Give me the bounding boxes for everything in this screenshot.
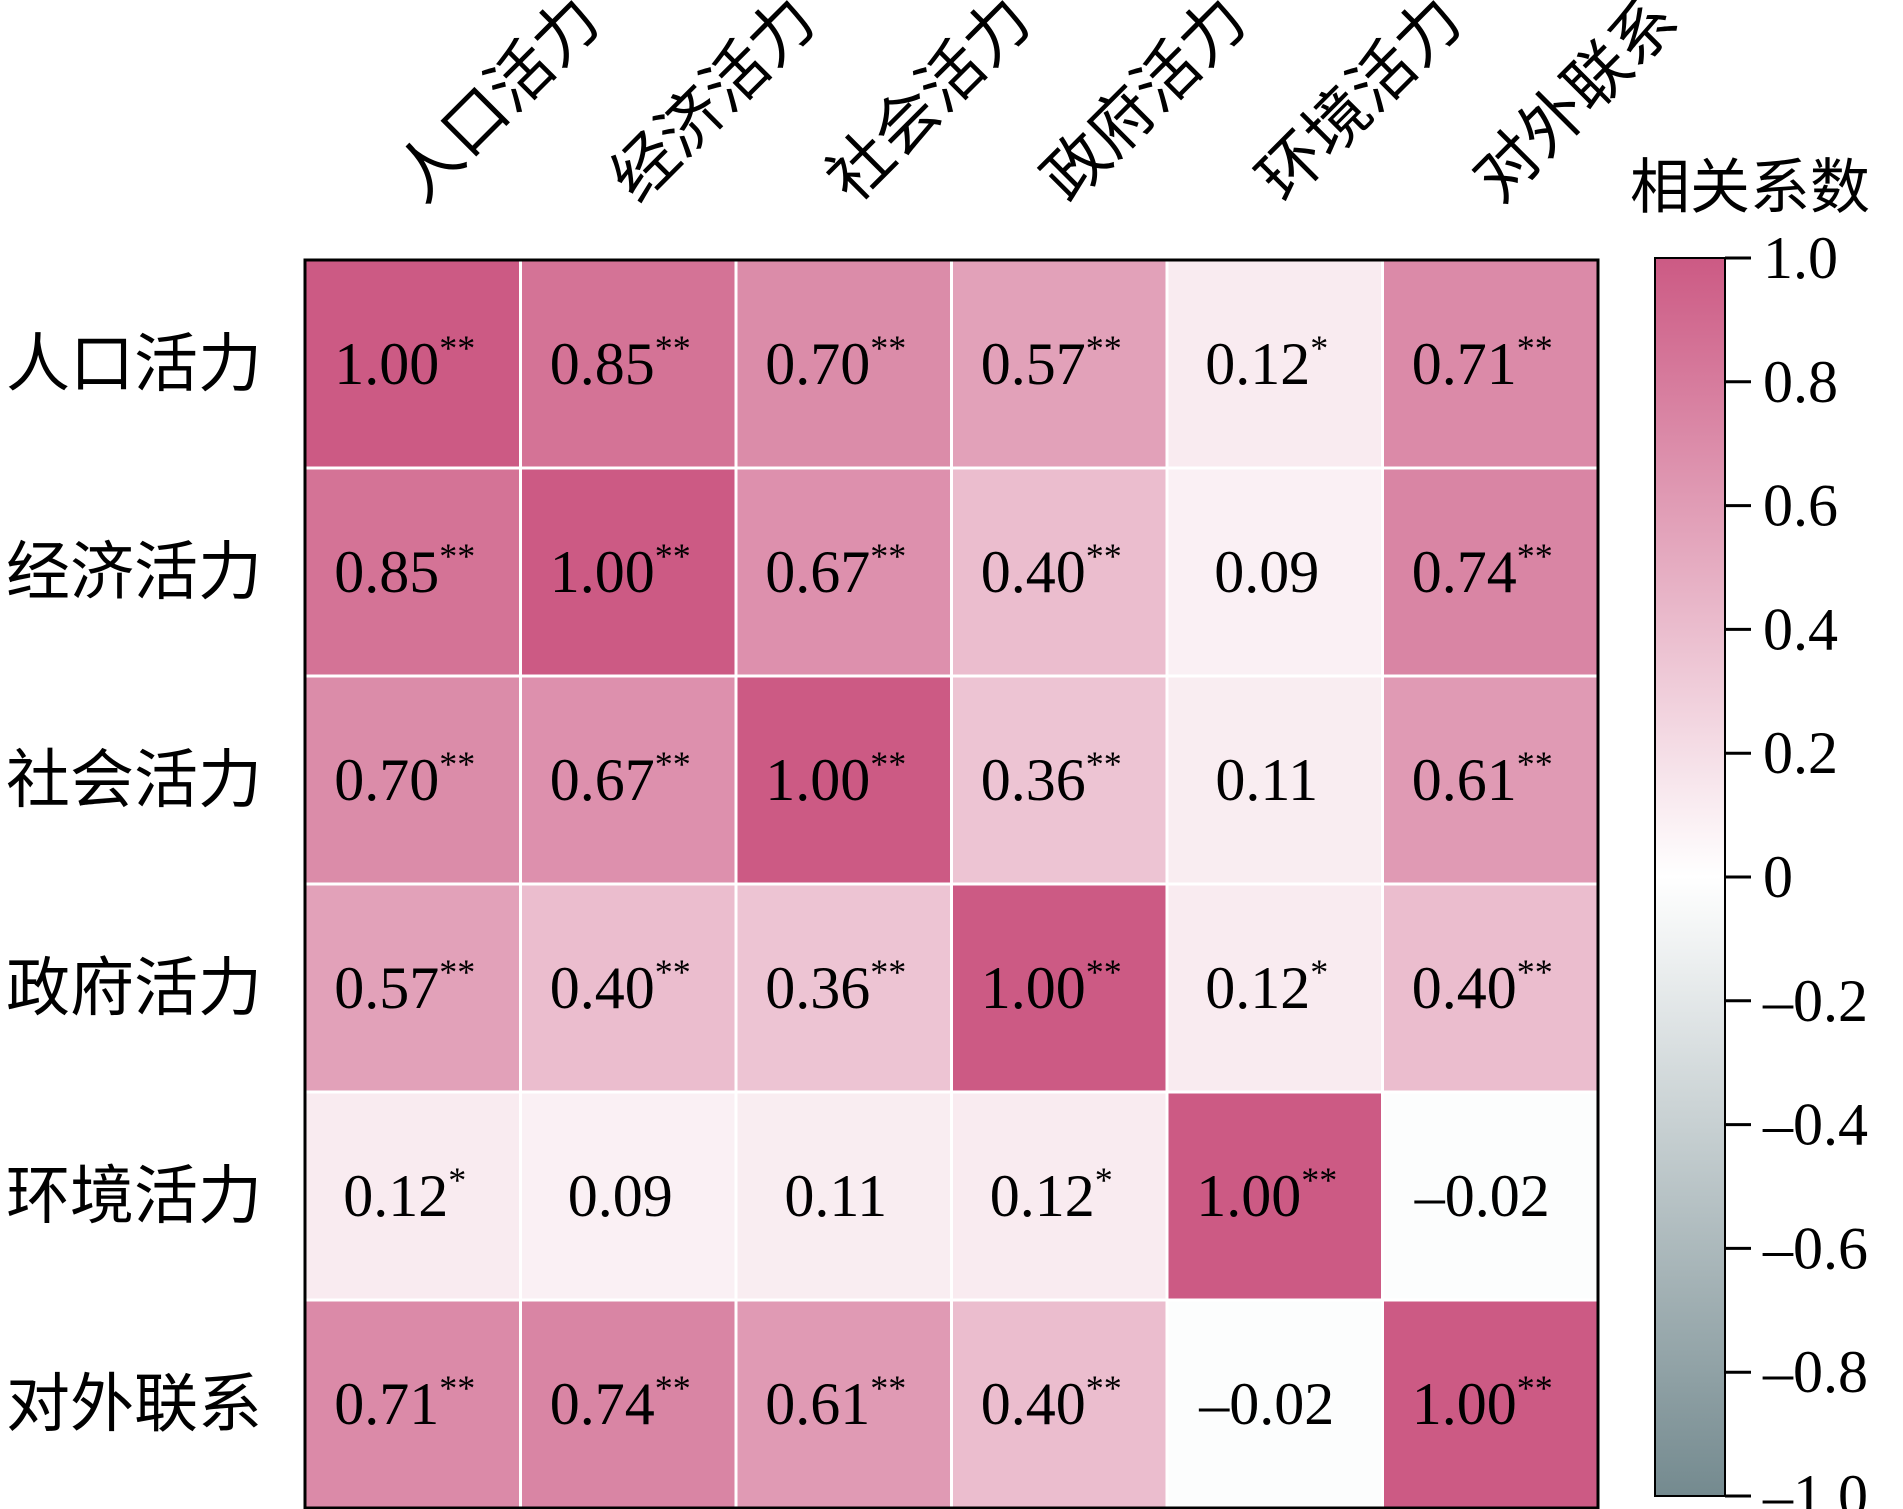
significance-marker: **	[1086, 744, 1122, 784]
significance-marker: **	[655, 328, 691, 368]
heatmap-cell	[950, 258, 1169, 470]
row-label: 对外联系	[6, 1369, 262, 1440]
heatmap-cell	[734, 882, 953, 1094]
significance-marker: **	[655, 952, 691, 992]
heatmap-cell	[519, 674, 738, 886]
cell-value-label: 1.00**	[1412, 1368, 1553, 1437]
significance-marker: **	[1517, 328, 1553, 368]
heatmap-cell	[1165, 882, 1384, 1094]
legend-tick-label: 0.4	[1763, 596, 1838, 662]
cell-value-label: 1.00**	[1196, 1160, 1337, 1229]
heatmap-cell	[1381, 1298, 1600, 1509]
column-label: 环境活力	[1244, 0, 1475, 215]
column-label: 政府活力	[1029, 0, 1260, 215]
legend-tick-label: –0.4	[1762, 1092, 1868, 1158]
heatmap-cell	[519, 258, 738, 470]
heatmap-cell	[303, 258, 522, 470]
cell-value-label: 0.12*	[990, 1160, 1113, 1229]
heatmap-cell	[1165, 1298, 1384, 1509]
heatmap-cell	[519, 882, 738, 1094]
significance-marker: **	[1301, 1160, 1337, 1200]
row-label: 社会活力	[6, 745, 262, 816]
heatmap-cell	[950, 466, 1169, 678]
significance-marker: **	[655, 1368, 691, 1408]
cell-value-label: 0.11	[784, 1163, 887, 1229]
column-label: 经济活力	[598, 0, 829, 215]
heatmap-cell	[950, 1090, 1169, 1302]
significance-marker: **	[1517, 952, 1553, 992]
significance-marker: **	[1086, 536, 1122, 576]
heatmap-cell	[519, 466, 738, 678]
significance-marker: **	[439, 744, 475, 784]
row-label: 环境活力	[6, 1161, 262, 1232]
significance-marker: **	[1086, 1368, 1122, 1408]
row-label: 经济活力	[6, 537, 262, 608]
heatmap-cell	[950, 882, 1169, 1094]
significance-marker: **	[870, 952, 906, 992]
legend-tick-label: –0.8	[1762, 1339, 1868, 1405]
cell-value-label: 0.12*	[343, 1160, 466, 1229]
legend-tick-label: 0.8	[1763, 349, 1838, 415]
color-legend: 相关系数 1.0 0.8 0.6 0.4 0.2 0 –0.2 –0.4 –0.6 –0.8 –1.…	[1630, 155, 1870, 1509]
significance-marker: **	[870, 328, 906, 368]
column-label: 人口活力	[382, 0, 613, 215]
significance-marker: **	[439, 536, 475, 576]
legend-tick-label: 0.6	[1763, 473, 1838, 539]
significance-marker: **	[1086, 952, 1122, 992]
heatmap-cell	[303, 882, 522, 1094]
heatmap-cell	[303, 1090, 522, 1302]
heatmap-cell	[1165, 1090, 1384, 1302]
heatmap-cell	[734, 1090, 953, 1302]
significance-marker: **	[439, 328, 475, 368]
legend-tick-label: 1.0	[1763, 225, 1838, 291]
cell-value-label: –0.02	[1414, 1163, 1550, 1229]
significance-marker: **	[655, 536, 691, 576]
significance-marker: **	[439, 1368, 475, 1408]
cell-value-label: 0.36**	[765, 952, 906, 1021]
column-label: 社会活力	[813, 0, 1044, 215]
significance-marker: *	[1310, 328, 1328, 368]
significance-marker: **	[1086, 328, 1122, 368]
heatmap-cell	[950, 674, 1169, 886]
cell-value-label: 0.40**	[981, 536, 1122, 605]
legend-tick-label: –0.2	[1762, 968, 1868, 1034]
heatmap-frame	[303, 258, 1600, 1509]
significance-marker: **	[439, 952, 475, 992]
legend-tick-label: –0.6	[1762, 1215, 1868, 1281]
significance-marker: *	[1310, 952, 1328, 992]
legend-title: 相关系数	[1630, 155, 1870, 221]
significance-marker: *	[448, 1160, 466, 1200]
significance-marker: **	[870, 1368, 906, 1408]
cell-value-label: 0.09	[568, 1163, 673, 1229]
significance-marker: **	[655, 744, 691, 784]
significance-marker: *	[1095, 1160, 1113, 1200]
row-label: 人口活力	[6, 329, 262, 400]
cell-value-label: 0.09	[1214, 539, 1319, 605]
significance-marker: **	[870, 744, 906, 784]
heatmap-cell	[303, 1298, 522, 1509]
cell-value-label: 0.12*	[1205, 952, 1328, 1021]
cell-value-label: 0.12*	[1205, 328, 1328, 397]
cell-value-label: 0.57**	[981, 328, 1122, 397]
significance-marker: **	[1517, 744, 1553, 784]
heatmap-cell	[1381, 258, 1600, 470]
significance-marker: **	[870, 536, 906, 576]
heatmap-cell	[1381, 674, 1600, 886]
legend-colorbar	[1654, 257, 1726, 1497]
legend-ticks: 1.0 0.8 0.6 0.4 0.2 0 –0.2 –0.4 –0.6 –0.8 –1.0	[1725, 225, 1868, 1509]
significance-marker: **	[1517, 536, 1553, 576]
heatmap-cell	[1381, 466, 1600, 678]
row-label: 政府活力	[6, 953, 262, 1024]
heatmap-cells	[303, 258, 1600, 1509]
legend-tick-label: –1.0	[1762, 1463, 1868, 1509]
legend-tick-label: 0.2	[1763, 720, 1838, 786]
cell-value-label: 0.11	[1215, 747, 1318, 813]
significance-marker: **	[1517, 1368, 1553, 1408]
cell-value-label: –0.02	[1198, 1371, 1334, 1437]
heatmap-cell	[1165, 674, 1384, 886]
legend-tick-label: 0	[1763, 844, 1793, 910]
